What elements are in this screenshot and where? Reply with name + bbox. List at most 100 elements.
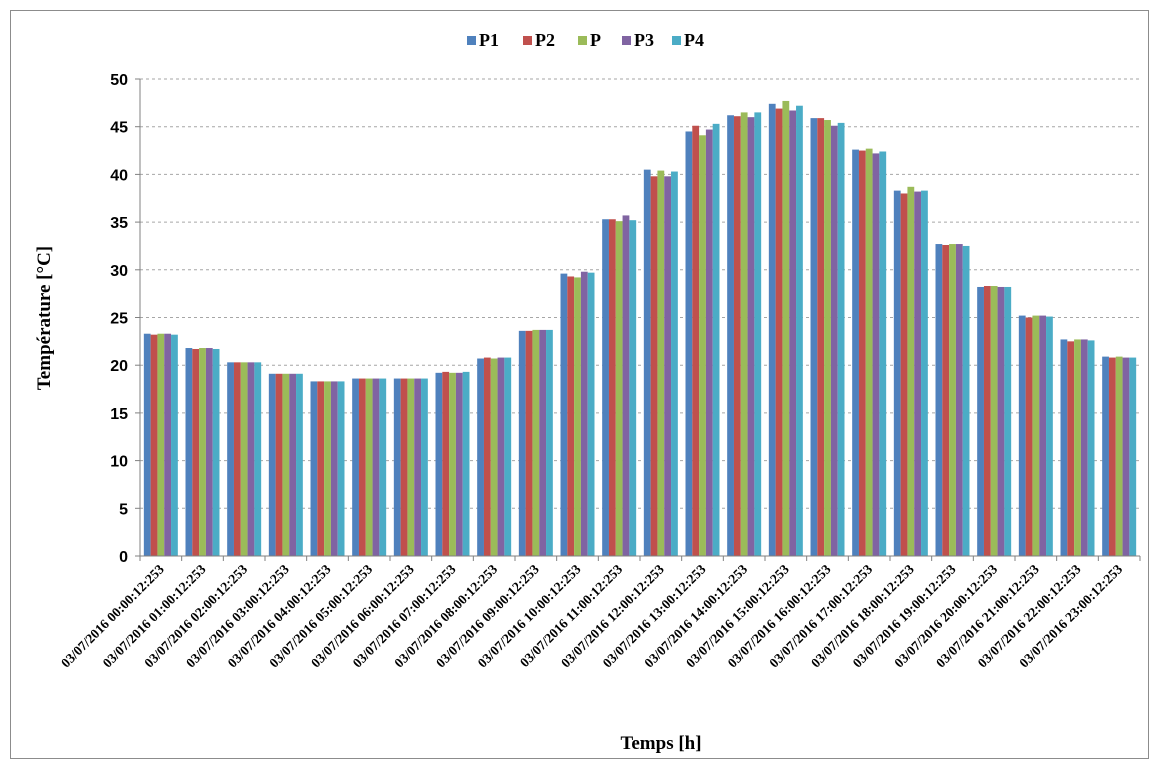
bar-p [532,329,540,556]
bar-p3 [914,191,922,556]
bar-p4 [629,220,637,556]
bar-p2 [983,286,991,556]
bar-p3 [455,372,463,556]
bar-p [365,378,373,556]
y-tick-label: 50 [110,72,128,89]
bar-p1 [602,219,609,556]
bar-p3 [497,357,505,556]
bar-p2 [358,378,366,556]
bar-p [865,148,873,556]
legend-label-p3: P3 [634,30,654,50]
bar-p4 [337,381,345,556]
bar-p4 [421,378,428,556]
bar-p [740,112,748,556]
bar-p1 [893,190,901,557]
bar-p1 [1060,339,1068,556]
bar-p4 [254,362,262,556]
legend-swatch-p2 [523,36,532,45]
legend-label-p2: P2 [535,30,555,50]
legend-label-p: P [590,30,601,50]
bar-p4 [587,272,595,556]
y-tick-label: 10 [110,454,128,471]
bar-p3 [247,362,255,556]
bar-p2 [900,193,908,557]
bar-p1 [977,286,984,556]
bar-p3 [580,271,588,556]
bar-p3 [955,244,963,557]
bar-p2 [1025,317,1033,556]
bar-p3 [372,378,380,556]
bar-p [657,170,665,557]
bar-p [324,381,331,556]
bar-p1 [143,333,151,556]
bar-p [824,120,831,556]
bar-p1 [685,131,693,556]
bar-p3 [1080,339,1088,556]
bar-p1 [393,378,401,556]
bar-p3 [997,286,1005,556]
bar-p [990,286,998,556]
bar-p2 [650,176,658,557]
bar-p2 [775,108,783,556]
bar-p3 [747,117,755,556]
bar-p [449,372,456,556]
y-tick-label: 40 [110,167,128,184]
bar-p [199,348,206,556]
bar-p4 [796,105,803,556]
bar-p4 [754,112,762,556]
bar-p [615,221,623,556]
y-tick-label: 0 [119,549,128,566]
gridlines [140,78,1140,509]
bar-p4 [379,378,387,556]
legend-label-p4: P4 [684,30,704,50]
y-tick-label: 15 [110,406,128,423]
bar-p1 [768,103,776,556]
bar-p1 [435,372,443,556]
y-tick-label: 35 [110,215,128,232]
bar-p3 [164,333,172,556]
bar-p [907,186,915,556]
bar-p2 [192,348,200,556]
bar-p2 [817,118,825,556]
bar-p4 [671,171,678,556]
bar-p [782,100,790,556]
bar-p [1074,339,1081,556]
bar-p4 [296,373,303,556]
bar-p1 [935,244,943,557]
bar-p4 [1087,340,1095,556]
bar-p3 [789,110,797,557]
bar-p [1115,356,1123,556]
x-axis-title: Temps [h] [620,733,701,754]
legend-swatch-p4 [672,36,681,45]
bar-p2 [733,116,741,557]
bar-p2 [442,371,450,556]
bar-p3 [872,153,880,557]
bar-p3 [622,215,630,556]
bar-p3 [830,125,838,556]
bar-p1 [518,330,526,556]
bar-p3 [539,329,547,556]
bar-p4 [879,151,887,556]
bar-p1 [477,358,484,556]
bar-p1 [810,118,818,556]
bar-p [699,135,706,556]
bar-p4 [1046,316,1053,556]
bar-p4 [212,348,220,556]
bar-p1 [352,378,359,556]
bar-p2 [525,330,533,556]
bar-p4 [462,371,470,556]
bar-p3 [289,373,297,556]
bar-p2 [150,334,158,556]
bar-p4 [1129,357,1137,556]
bar-p4 [837,122,845,556]
bar-p1 [727,115,734,556]
bar-p3 [664,176,672,557]
y-tick-label: 30 [110,263,128,280]
bar-p1 [185,348,193,556]
bar-p3 [705,129,713,556]
bar-p2 [400,378,408,556]
bar-p2 [942,244,950,556]
bar-p1 [1018,315,1026,556]
